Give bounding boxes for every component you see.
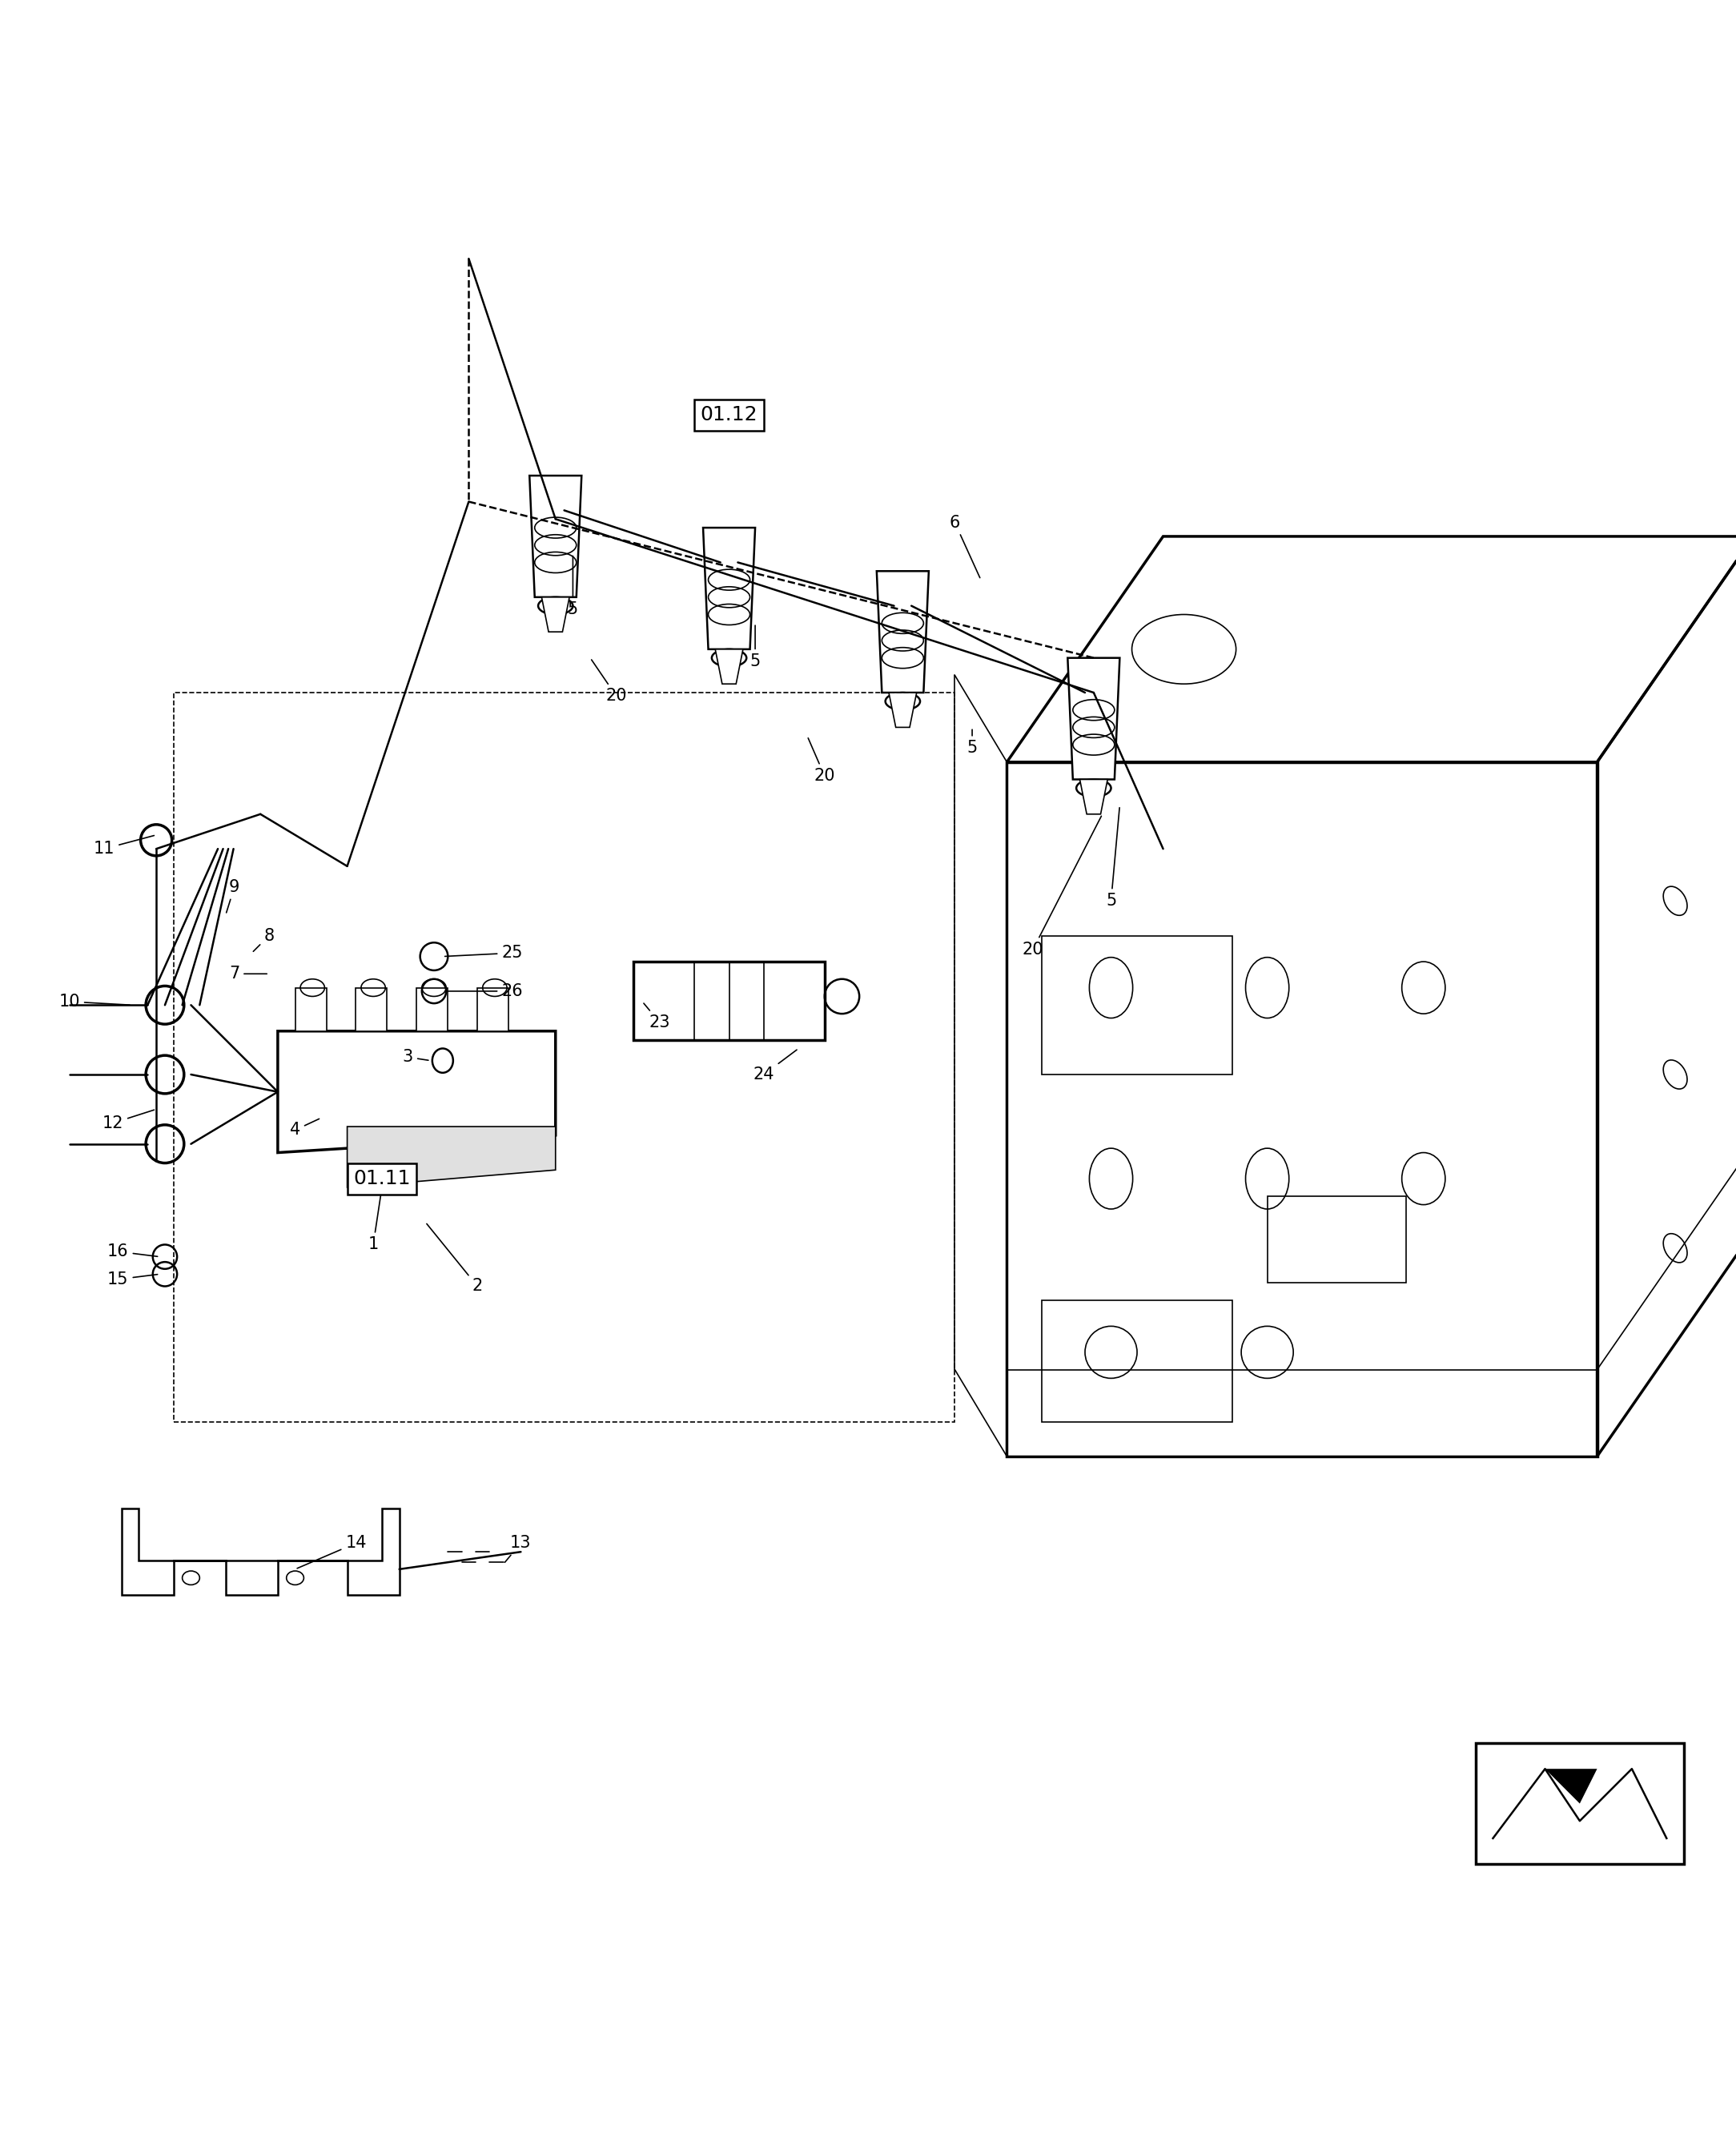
Text: 26: 26 (444, 984, 523, 999)
Polygon shape (877, 572, 929, 692)
Bar (356, 989, 387, 1032)
Bar (1267, 1197, 1406, 1283)
Polygon shape (889, 692, 917, 726)
Text: 6: 6 (950, 514, 979, 578)
Bar (417, 989, 448, 1032)
Text: 9: 9 (226, 879, 240, 913)
Text: 4: 4 (290, 1120, 319, 1139)
Bar (1476, 1743, 1684, 1865)
Text: 5: 5 (568, 557, 578, 617)
Polygon shape (1080, 780, 1108, 814)
Text: 8: 8 (253, 928, 274, 952)
Polygon shape (1545, 1769, 1597, 1803)
Text: 20: 20 (592, 660, 627, 705)
Text: 20: 20 (1023, 817, 1101, 958)
Polygon shape (122, 1509, 399, 1595)
Text: 16: 16 (108, 1244, 158, 1259)
Polygon shape (542, 597, 569, 632)
Bar (634, 961, 825, 1040)
Text: 5: 5 (750, 625, 760, 668)
Text: 5: 5 (967, 729, 977, 756)
Text: 15: 15 (108, 1272, 158, 1287)
Text: 3: 3 (403, 1049, 429, 1066)
Text: 01.12: 01.12 (700, 406, 759, 426)
Bar (477, 989, 509, 1032)
Text: 14: 14 (297, 1534, 366, 1569)
Text: 5: 5 (1106, 808, 1120, 909)
Text: 23: 23 (644, 1004, 670, 1029)
Polygon shape (278, 1032, 556, 1152)
Polygon shape (1068, 658, 1120, 780)
Bar (1042, 935, 1233, 1074)
Text: 10: 10 (59, 993, 130, 1010)
Text: 24: 24 (753, 1051, 797, 1083)
Text: 13: 13 (505, 1534, 531, 1562)
Polygon shape (529, 475, 582, 597)
Text: 12: 12 (102, 1109, 155, 1130)
Bar (1042, 1300, 1233, 1423)
Text: 25: 25 (444, 946, 523, 961)
Text: 01.11: 01.11 (354, 1169, 410, 1188)
Text: 20: 20 (809, 737, 835, 784)
Polygon shape (715, 649, 743, 683)
Text: 7: 7 (229, 965, 267, 982)
Polygon shape (347, 1126, 556, 1188)
Bar (295, 989, 326, 1032)
Text: 11: 11 (94, 836, 155, 857)
Polygon shape (703, 529, 755, 649)
Text: 1: 1 (368, 1191, 382, 1253)
Text: 2: 2 (427, 1223, 483, 1294)
